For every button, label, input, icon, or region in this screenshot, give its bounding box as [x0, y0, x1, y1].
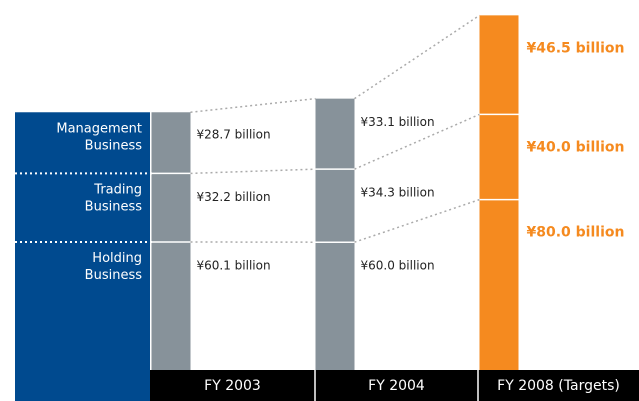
value-label: ¥40.0 billion — [527, 139, 625, 155]
x-tick-label: FY 2003 — [204, 378, 261, 394]
value-label: ¥60.1 billion — [197, 258, 271, 272]
series-label: Management Business — [56, 121, 142, 153]
series-label-line: Business — [85, 138, 143, 153]
series-label-line: Management — [56, 121, 142, 136]
series-label-line: Business — [85, 199, 143, 214]
bar-segment — [479, 15, 519, 115]
series-label-line: Business — [85, 267, 143, 282]
value-label: ¥46.5 billion — [527, 40, 625, 56]
panel — [15, 112, 150, 401]
x-tick-label: FY 2008 (Targets) — [497, 378, 620, 394]
connector — [190, 168, 316, 175]
bar-segment — [315, 98, 355, 170]
bar-segment — [315, 169, 355, 243]
value-label: ¥32.2 billion — [197, 190, 271, 204]
value-label: ¥60.0 billion — [361, 259, 435, 273]
bar-segment — [151, 173, 191, 242]
value-label: ¥33.1 billion — [361, 115, 435, 129]
value-label: ¥34.3 billion — [361, 186, 435, 200]
value-label: ¥80.0 billion — [527, 225, 625, 241]
series-label-line: Holding — [92, 250, 142, 265]
x-tick-label: FY 2004 — [368, 378, 425, 394]
bar-segment — [151, 112, 191, 174]
connector — [354, 198, 480, 243]
connector — [354, 14, 480, 100]
value-label: ¥28.7 billion — [197, 127, 271, 141]
series-label: Trading Business — [85, 182, 143, 214]
bar-segment — [479, 199, 519, 370]
bar-segment — [479, 114, 519, 200]
series-label-line: Trading — [93, 182, 142, 197]
bar-segment — [315, 242, 355, 370]
bar-segment — [151, 241, 191, 370]
connector — [190, 97, 316, 114]
series-label: Holding Business — [85, 250, 143, 282]
category-band — [150, 370, 639, 401]
